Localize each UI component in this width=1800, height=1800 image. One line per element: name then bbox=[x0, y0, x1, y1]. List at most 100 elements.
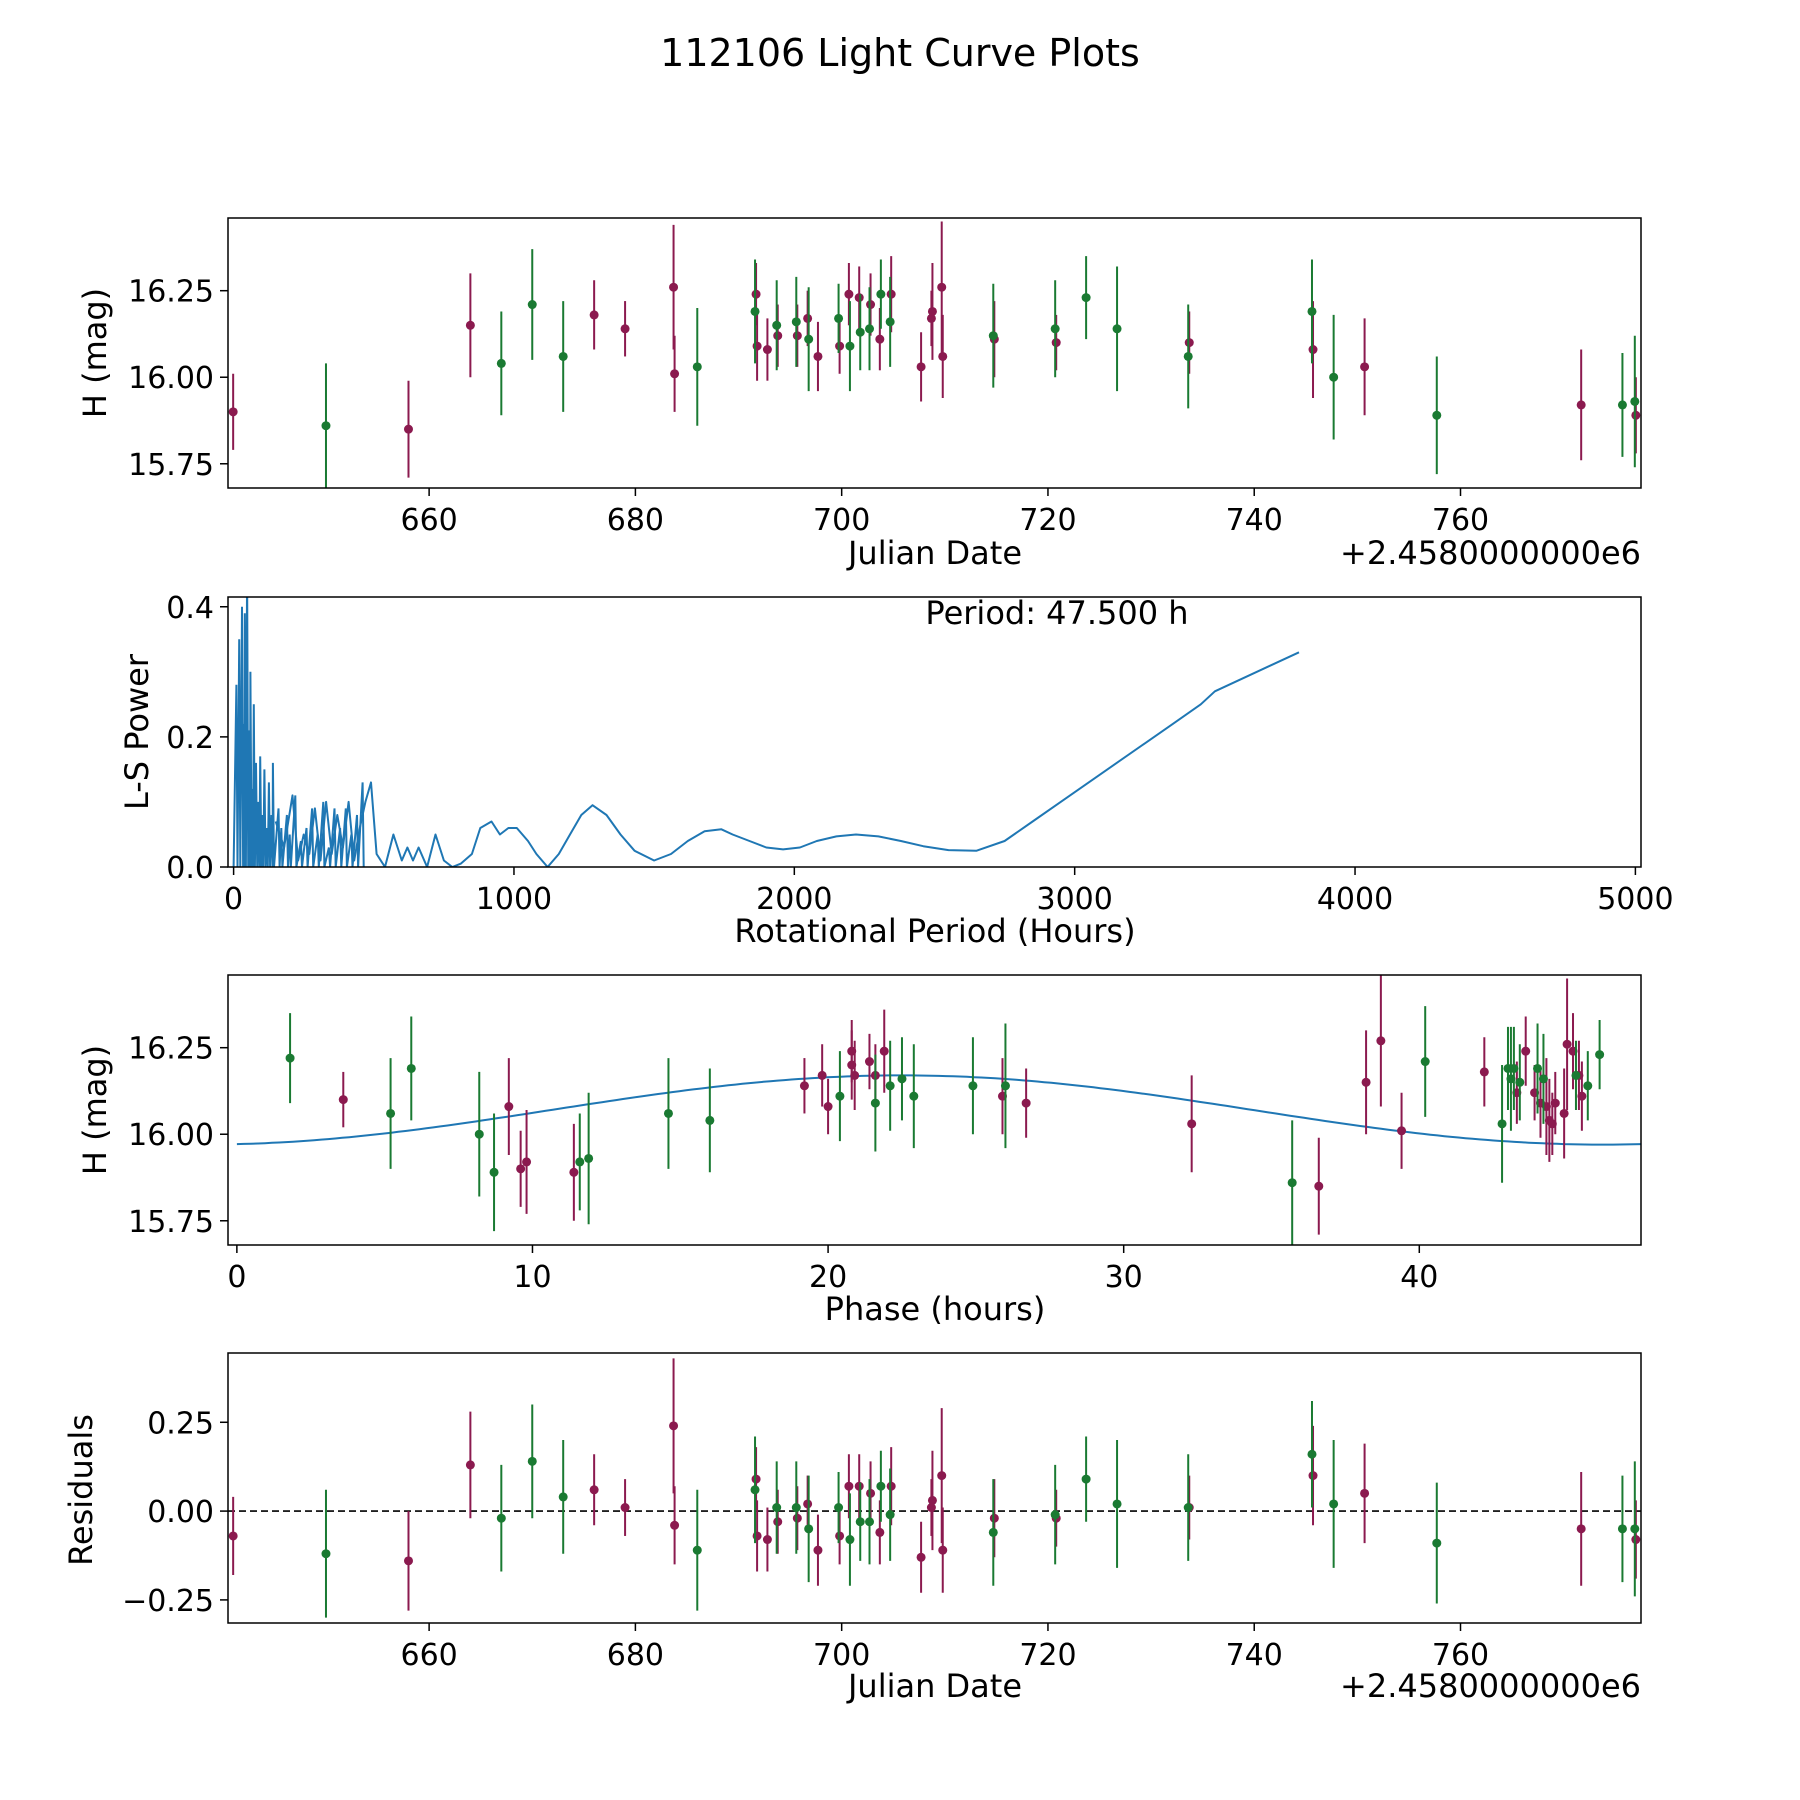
data-point bbox=[1562, 1039, 1572, 1049]
panel-light-curve: 660 680 700 720 740 760 15.75 16.00 16.25 Julian… bbox=[76, 217, 1642, 572]
data-point bbox=[864, 1057, 874, 1067]
phase-frame bbox=[227, 974, 1642, 1246]
data-point bbox=[804, 1524, 814, 1534]
light-curve-frame bbox=[227, 217, 1642, 489]
data-point bbox=[321, 421, 331, 431]
short-period-spikes bbox=[232, 597, 365, 867]
data-point bbox=[474, 1129, 484, 1139]
data-point bbox=[804, 334, 814, 344]
data-point bbox=[589, 1485, 599, 1495]
data-point bbox=[496, 358, 506, 368]
data-point bbox=[1533, 1063, 1543, 1073]
data-point bbox=[865, 324, 875, 334]
periodogram-xlabel: Rotational Period (Hours) bbox=[734, 912, 1135, 950]
data-point bbox=[813, 1545, 823, 1555]
y-tick-label: 0.4 bbox=[166, 591, 214, 626]
data-point bbox=[854, 293, 864, 303]
data-point bbox=[750, 306, 760, 316]
x-tick-label: 4000 bbox=[1317, 882, 1393, 917]
data-point bbox=[926, 313, 936, 323]
data-point bbox=[885, 317, 895, 327]
x-tick-label: 1000 bbox=[476, 882, 552, 917]
light-curve-xlabel: Julian Date bbox=[846, 534, 1022, 572]
x-tick-label: 2000 bbox=[756, 882, 832, 917]
data-point bbox=[773, 1517, 783, 1527]
panel-periodogram: 0 1000 2000 3000 4000 5000 0.0 0.2 0.4 Period: 4… bbox=[118, 591, 1674, 950]
x-tick-label: 0 bbox=[227, 1260, 246, 1295]
data-point bbox=[885, 1510, 895, 1520]
data-point bbox=[897, 1074, 907, 1084]
data-point bbox=[620, 324, 630, 334]
data-point bbox=[772, 1503, 782, 1513]
x-tick-label: 5000 bbox=[1597, 882, 1673, 917]
data-point bbox=[1050, 324, 1060, 334]
data-point bbox=[751, 289, 761, 299]
y-tick-label: 16.25 bbox=[128, 275, 214, 310]
data-point bbox=[1287, 1178, 1297, 1188]
phase-plot-area bbox=[236, 975, 1641, 1245]
data-point bbox=[527, 300, 537, 310]
y-tick-label: 0.2 bbox=[166, 721, 214, 756]
data-point bbox=[1631, 1535, 1641, 1545]
data-point bbox=[845, 341, 855, 351]
data-point bbox=[1631, 410, 1641, 420]
periodogram-line bbox=[274, 651, 1300, 867]
data-point bbox=[1397, 1126, 1407, 1136]
data-point bbox=[835, 341, 845, 351]
x-tick-label: 660 bbox=[400, 503, 457, 538]
data-point bbox=[791, 1503, 801, 1513]
data-point bbox=[823, 1102, 833, 1112]
data-point bbox=[620, 1503, 630, 1513]
y-tick-label: 15.75 bbox=[128, 448, 214, 483]
data-point bbox=[855, 1517, 865, 1527]
data-point bbox=[885, 1081, 895, 1091]
data-point bbox=[927, 306, 937, 316]
data-point bbox=[850, 1070, 860, 1080]
data-point bbox=[403, 424, 413, 434]
data-point bbox=[1000, 1081, 1010, 1091]
data-point bbox=[876, 1481, 886, 1491]
data-point bbox=[1583, 1081, 1593, 1091]
data-point bbox=[916, 362, 926, 372]
y-tick-label: 16.00 bbox=[128, 361, 214, 396]
data-point bbox=[1360, 1488, 1370, 1498]
periodogram-plot-area bbox=[232, 597, 1300, 867]
data-point bbox=[321, 1549, 331, 1559]
data-point bbox=[937, 1471, 947, 1481]
data-point bbox=[750, 1485, 760, 1495]
data-point bbox=[835, 1531, 845, 1541]
top-plot-area bbox=[228, 221, 1641, 488]
data-point bbox=[875, 1527, 885, 1537]
y-tick-label: 0.25 bbox=[147, 1406, 214, 1441]
data-point bbox=[791, 317, 801, 327]
data-point bbox=[938, 351, 948, 361]
residuals-ticks: 660 680 700 720 740 760 −0.25 0.00 0.25 bbox=[122, 1406, 1489, 1673]
data-point bbox=[926, 1503, 936, 1513]
data-point bbox=[569, 1167, 579, 1177]
data-point bbox=[792, 331, 802, 341]
data-point bbox=[876, 289, 886, 299]
data-point bbox=[772, 320, 782, 330]
data-point bbox=[1538, 1074, 1548, 1084]
data-point bbox=[1617, 1524, 1627, 1534]
data-point bbox=[589, 310, 599, 320]
data-point bbox=[762, 1535, 772, 1545]
data-point bbox=[909, 1091, 919, 1101]
data-point bbox=[803, 1499, 813, 1509]
data-point bbox=[792, 1513, 802, 1523]
residuals-frame bbox=[227, 1352, 1642, 1624]
x-tick-label: 0 bbox=[224, 882, 243, 917]
data-point bbox=[1630, 1524, 1640, 1534]
data-point bbox=[1329, 372, 1339, 382]
data-point bbox=[285, 1053, 295, 1063]
y-tick-label: 0.00 bbox=[147, 1495, 214, 1530]
panel-residuals: 660 680 700 720 740 760 −0.25 0.00 0.25 Julian D… bbox=[62, 1352, 1642, 1705]
data-point bbox=[403, 1556, 413, 1566]
data-point bbox=[1576, 1524, 1586, 1534]
x-tick-label: 720 bbox=[1019, 503, 1076, 538]
periodogram-frame bbox=[227, 596, 1642, 868]
data-point bbox=[575, 1157, 585, 1167]
x-tick-label: 680 bbox=[607, 503, 664, 538]
data-point bbox=[844, 289, 854, 299]
data-point bbox=[692, 362, 702, 372]
